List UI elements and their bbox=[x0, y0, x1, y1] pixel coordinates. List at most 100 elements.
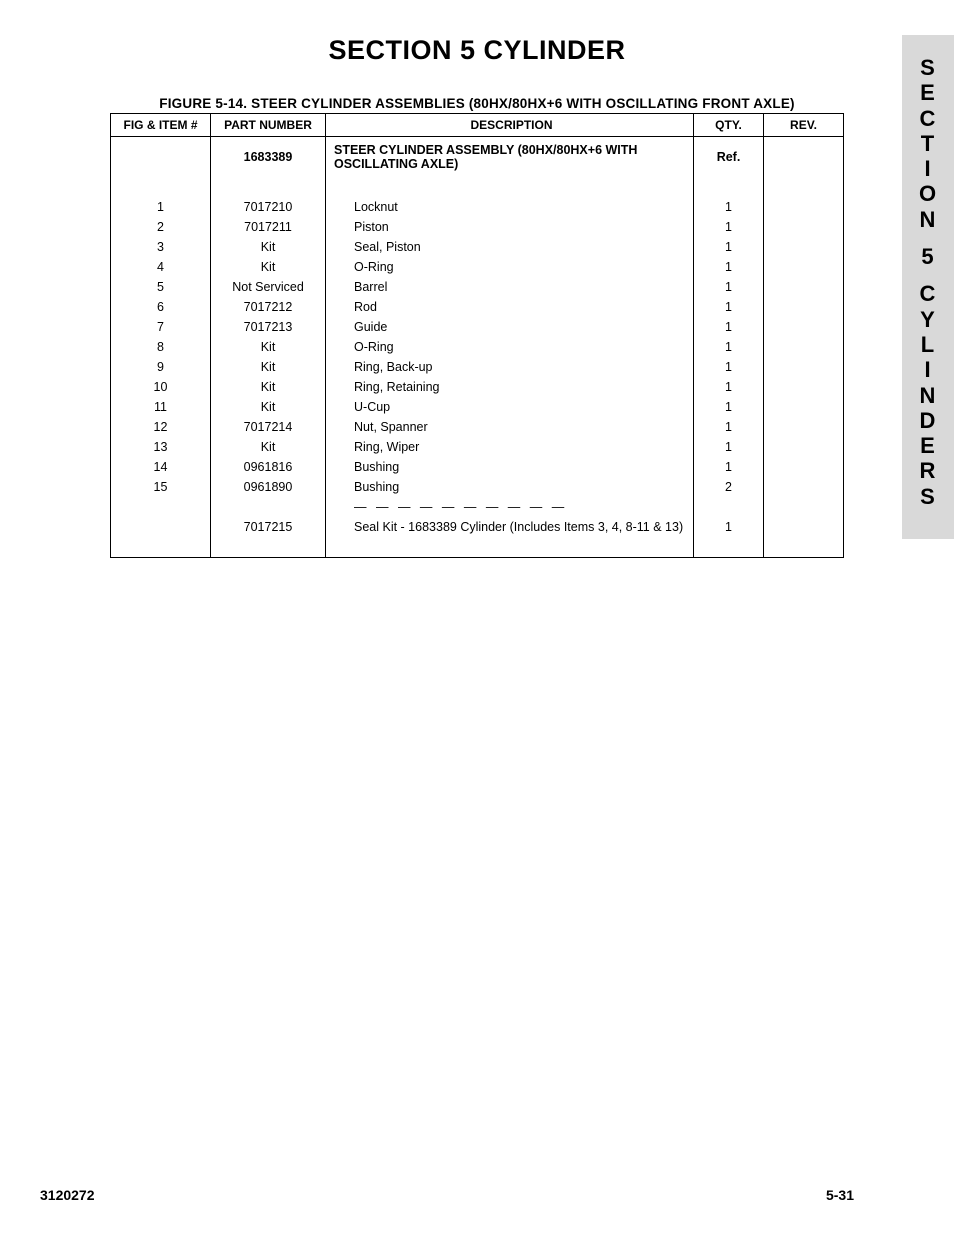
cell-fig: 2 bbox=[111, 217, 211, 237]
cell-desc: Bushing bbox=[326, 477, 694, 497]
cell-fig: 15 bbox=[111, 477, 211, 497]
cell-fig: 7 bbox=[111, 317, 211, 337]
table-row: 77017213Guide1 bbox=[111, 317, 844, 337]
cell-fig bbox=[111, 517, 211, 537]
cell-desc: O-Ring bbox=[326, 257, 694, 277]
side-tab-char: I bbox=[924, 156, 931, 181]
cell-part: Not Serviced bbox=[211, 277, 326, 297]
cell-rev bbox=[764, 477, 844, 497]
cell-rev bbox=[764, 277, 844, 297]
cell-part: 7017213 bbox=[211, 317, 326, 337]
parts-table: FIG & ITEM # PART NUMBER DESCRIPTION QTY… bbox=[110, 113, 844, 558]
table-row: 3KitSeal, Piston1 bbox=[111, 237, 844, 257]
table-row: 8KitO-Ring1 bbox=[111, 337, 844, 357]
table-row: 127017214Nut, Spanner1 bbox=[111, 417, 844, 437]
cell-fig: 11 bbox=[111, 397, 211, 417]
table-row: 4KitO-Ring1 bbox=[111, 257, 844, 277]
cell-part: Kit bbox=[211, 397, 326, 417]
cell-qty: 1 bbox=[694, 297, 764, 317]
cell-qty: 1 bbox=[694, 217, 764, 237]
assembly-header-row: 1683389 STEER CYLINDER ASSEMBLY (80HX/80… bbox=[111, 137, 844, 178]
cell-rev bbox=[764, 437, 844, 457]
side-tab-char: E bbox=[920, 433, 936, 458]
cell-fig: 13 bbox=[111, 437, 211, 457]
cell-qty: 1 bbox=[694, 237, 764, 257]
cell-desc: Ring, Wiper bbox=[326, 437, 694, 457]
cell-part: 0961816 bbox=[211, 457, 326, 477]
cell-qty: 1 bbox=[694, 357, 764, 377]
cell-desc: Locknut bbox=[326, 197, 694, 217]
cell-rev bbox=[764, 297, 844, 317]
cell-part: Kit bbox=[211, 377, 326, 397]
side-tab-char: C bbox=[920, 106, 937, 131]
cell-part: Kit bbox=[211, 257, 326, 277]
table-row: 10KitRing, Retaining1 bbox=[111, 377, 844, 397]
cell-fig: 1 bbox=[111, 197, 211, 217]
table-row: 5Not ServicedBarrel1 bbox=[111, 277, 844, 297]
cell-desc: Piston bbox=[326, 217, 694, 237]
cell-part: Kit bbox=[211, 357, 326, 377]
cell-desc: Nut, Spanner bbox=[326, 417, 694, 437]
cell-part: 1683389 bbox=[211, 137, 326, 178]
cell-rev bbox=[764, 197, 844, 217]
cell-desc: Guide bbox=[326, 317, 694, 337]
cell-desc: Ring, Retaining bbox=[326, 377, 694, 397]
cell-qty: 1 bbox=[694, 417, 764, 437]
cell-part: 0961890 bbox=[211, 477, 326, 497]
spacer-row bbox=[111, 177, 844, 197]
cell-qty: 1 bbox=[694, 257, 764, 277]
cell-qty: 1 bbox=[694, 437, 764, 457]
cell-part: 7017215 bbox=[211, 517, 326, 537]
side-tab-char: N bbox=[920, 207, 937, 232]
col-header-fig: FIG & ITEM # bbox=[111, 114, 211, 137]
cell-rev bbox=[764, 417, 844, 437]
col-header-qty: QTY. bbox=[694, 114, 764, 137]
cell-desc: U-Cup bbox=[326, 397, 694, 417]
side-tab-char: C bbox=[920, 281, 937, 306]
section-title: SECTION 5 CYLINDER bbox=[40, 35, 914, 66]
filler-row bbox=[111, 537, 844, 557]
cell-rev bbox=[764, 337, 844, 357]
cell-part: 7017211 bbox=[211, 217, 326, 237]
table-header-row: FIG & ITEM # PART NUMBER DESCRIPTION QTY… bbox=[111, 114, 844, 137]
col-header-rev: REV. bbox=[764, 114, 844, 137]
cell-qty: Ref. bbox=[694, 137, 764, 178]
page-container: SECTION5CYLINDERS SECTION 5 CYLINDER FIG… bbox=[0, 0, 954, 1235]
cell-fig: 6 bbox=[111, 297, 211, 317]
cell-fig: 10 bbox=[111, 377, 211, 397]
cell-rev bbox=[764, 317, 844, 337]
cell-rev bbox=[764, 517, 844, 537]
cell-fig: 4 bbox=[111, 257, 211, 277]
figure-caption: FIGURE 5-14. STEER CYLINDER ASSEMBLIES (… bbox=[40, 96, 914, 111]
cell-part: 7017214 bbox=[211, 417, 326, 437]
dash-row: — — — — — — — — — — bbox=[111, 497, 844, 517]
cell-rev bbox=[764, 357, 844, 377]
side-tab-char: E bbox=[920, 80, 936, 105]
side-tab-char: L bbox=[921, 332, 935, 357]
side-tab-char: S bbox=[920, 55, 936, 80]
cell-rev bbox=[764, 217, 844, 237]
cell-qty: 1 bbox=[694, 517, 764, 537]
cell-fig: 14 bbox=[111, 457, 211, 477]
dash-line: — — — — — — — — — — bbox=[326, 497, 694, 517]
side-tab-char: T bbox=[921, 131, 935, 156]
side-tab-char: I bbox=[924, 357, 931, 382]
cell-desc: STEER CYLINDER ASSEMBLY (80HX/80HX+6 WIT… bbox=[326, 137, 694, 178]
cell-fig: 5 bbox=[111, 277, 211, 297]
cell-desc: Barrel bbox=[326, 277, 694, 297]
table-row: 27017211Piston1 bbox=[111, 217, 844, 237]
cell-rev bbox=[764, 377, 844, 397]
footer-left: 3120272 bbox=[40, 1187, 95, 1203]
cell-desc: Seal, Piston bbox=[326, 237, 694, 257]
table-row: 9KitRing, Back-up1 bbox=[111, 357, 844, 377]
side-tab-char: Y bbox=[920, 307, 936, 332]
table-row: 17017210Locknut1 bbox=[111, 197, 844, 217]
cell-desc: Bushing bbox=[326, 457, 694, 477]
table-row: 67017212Rod1 bbox=[111, 297, 844, 317]
cell-desc: Ring, Back-up bbox=[326, 357, 694, 377]
page-footer: 3120272 5-31 bbox=[40, 1187, 854, 1203]
cell-desc: Rod bbox=[326, 297, 694, 317]
cell-fig: 12 bbox=[111, 417, 211, 437]
cell-qty: 1 bbox=[694, 337, 764, 357]
cell-qty: 1 bbox=[694, 317, 764, 337]
